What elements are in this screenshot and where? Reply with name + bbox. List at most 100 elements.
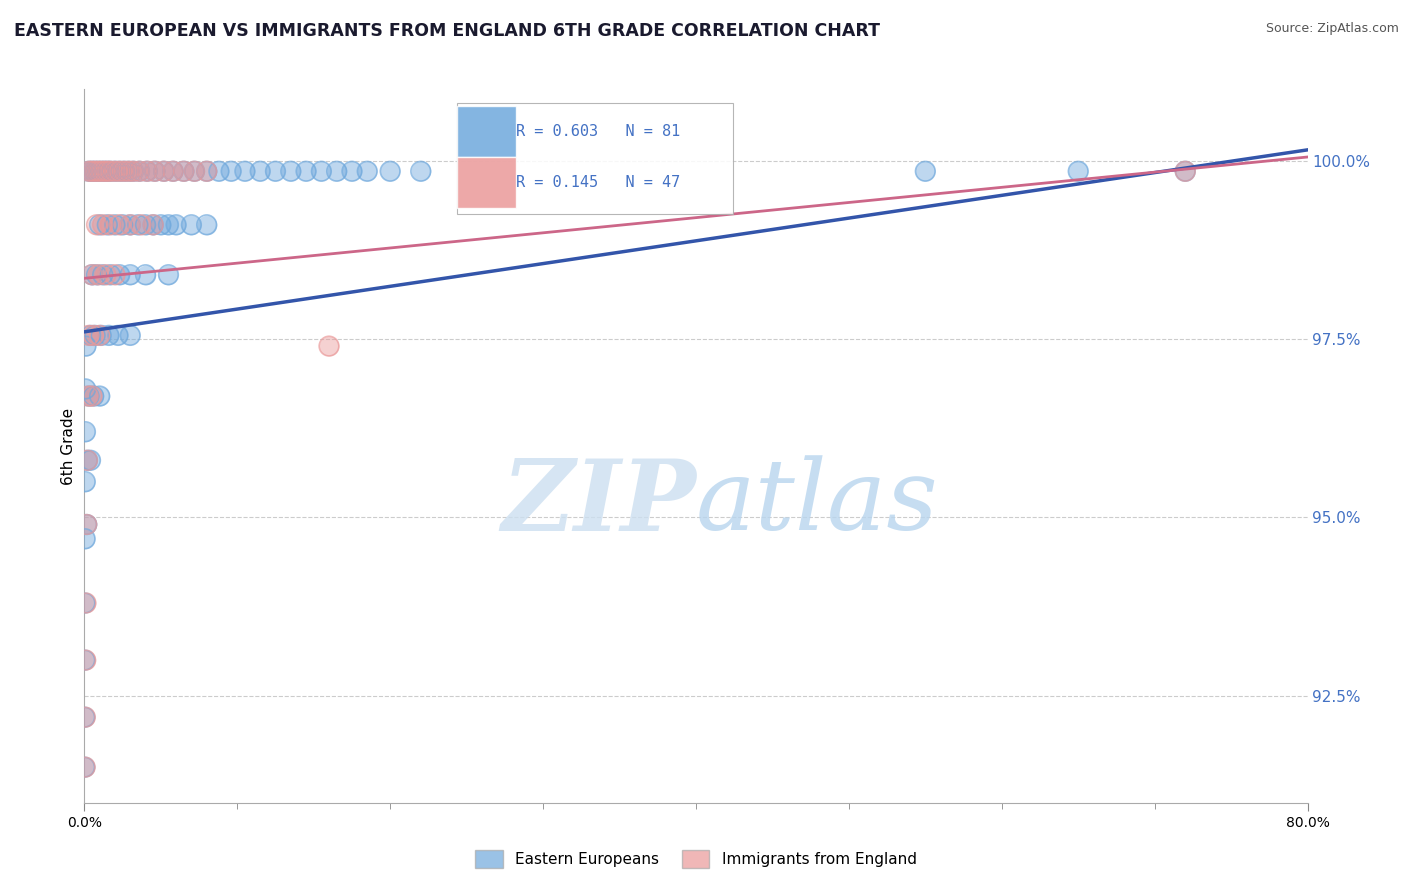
Point: [75, 760, 97, 774]
Y-axis label: 6th Grade: 6th Grade: [60, 408, 76, 484]
Point: [80, 268, 103, 282]
Point: [280, 164, 302, 178]
Point: [208, 164, 231, 178]
Point: [91, 268, 114, 282]
Point: [173, 164, 195, 178]
Point: [183, 164, 205, 178]
Point: [93, 164, 115, 178]
Point: [157, 268, 180, 282]
Point: [91, 218, 114, 232]
Point: [195, 164, 218, 178]
Point: [91, 218, 114, 232]
Point: [380, 164, 402, 178]
FancyBboxPatch shape: [457, 103, 733, 214]
Point: [89, 328, 111, 343]
Point: [136, 164, 159, 178]
Text: EASTERN EUROPEAN VS IMMIGRANTS FROM ENGLAND 6TH GRADE CORRELATION CHART: EASTERN EUROPEAN VS IMMIGRANTS FROM ENGL…: [14, 22, 880, 40]
Point: [75, 653, 97, 667]
Point: [153, 164, 176, 178]
Point: [108, 164, 131, 178]
Point: [318, 339, 340, 353]
Point: [75, 425, 97, 439]
Point: [165, 218, 187, 232]
Point: [233, 164, 256, 178]
Point: [75, 653, 97, 667]
Point: [87, 268, 110, 282]
Point: [380, 164, 402, 178]
Point: [180, 218, 202, 232]
Point: [80, 389, 103, 403]
Point: [173, 164, 195, 178]
Point: [75, 382, 97, 396]
Point: [98, 164, 121, 178]
Point: [128, 164, 150, 178]
Point: [76, 453, 98, 467]
Text: R = 0.603   N = 81: R = 0.603 N = 81: [516, 124, 681, 139]
Point: [162, 164, 184, 178]
Point: [153, 164, 176, 178]
Point: [96, 164, 118, 178]
Point: [75, 596, 97, 610]
Point: [153, 164, 176, 178]
Point: [149, 218, 172, 232]
Point: [280, 164, 302, 178]
Point: [77, 389, 100, 403]
Point: [80, 389, 103, 403]
Point: [173, 164, 195, 178]
Point: [311, 164, 333, 178]
Point: [1174, 164, 1197, 178]
Point: [90, 164, 112, 178]
Point: [73, 596, 96, 610]
Point: [97, 328, 120, 343]
Point: [264, 164, 287, 178]
Point: [112, 164, 135, 178]
Point: [90, 164, 112, 178]
Legend: Eastern Europeans, Immigrants from England: Eastern Europeans, Immigrants from Engla…: [470, 844, 922, 873]
Point: [104, 218, 127, 232]
Point: [356, 164, 378, 178]
Point: [1174, 164, 1197, 178]
Point: [76, 517, 98, 532]
Point: [122, 164, 145, 178]
Point: [87, 164, 110, 178]
Text: ZIP: ZIP: [501, 455, 696, 551]
Point: [135, 218, 157, 232]
Point: [118, 164, 141, 178]
Point: [183, 164, 205, 178]
Point: [136, 164, 159, 178]
Point: [75, 532, 97, 546]
Point: [118, 164, 141, 178]
Point: [136, 164, 159, 178]
Point: [80, 268, 103, 282]
Point: [90, 328, 112, 343]
Point: [77, 164, 100, 178]
Point: [75, 710, 97, 724]
Point: [93, 164, 115, 178]
Point: [914, 164, 936, 178]
Text: Source: ZipAtlas.com: Source: ZipAtlas.com: [1265, 22, 1399, 36]
Point: [73, 760, 96, 774]
Text: atlas: atlas: [696, 456, 939, 550]
Point: [162, 164, 184, 178]
Point: [84, 164, 107, 178]
Point: [84, 328, 107, 343]
Point: [89, 328, 111, 343]
Point: [162, 164, 184, 178]
Point: [104, 164, 127, 178]
Point: [79, 453, 101, 467]
Point: [195, 218, 218, 232]
Point: [162, 164, 184, 178]
Point: [1067, 164, 1090, 178]
Point: [80, 164, 103, 178]
Point: [165, 218, 187, 232]
Point: [128, 164, 150, 178]
Point: [108, 218, 131, 232]
Point: [128, 164, 150, 178]
Point: [96, 164, 118, 178]
Point: [104, 164, 127, 178]
Point: [118, 164, 141, 178]
Point: [157, 218, 180, 232]
Point: [98, 268, 121, 282]
Point: [135, 218, 157, 232]
Point: [96, 218, 118, 232]
